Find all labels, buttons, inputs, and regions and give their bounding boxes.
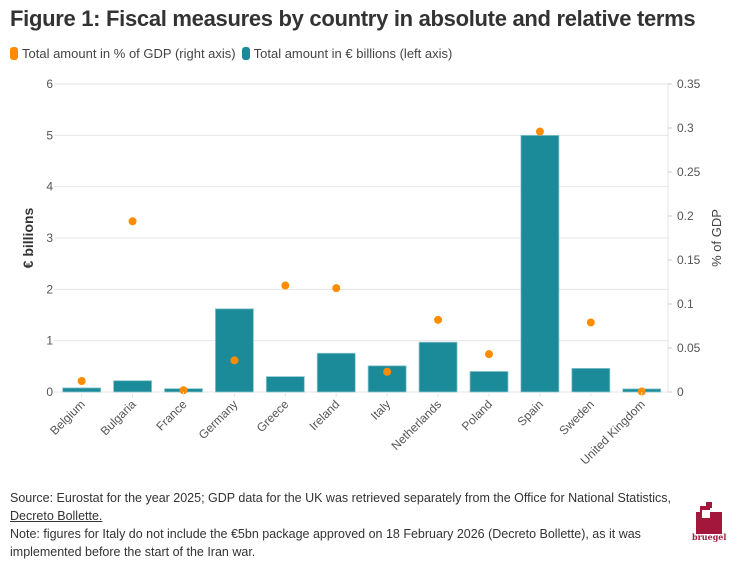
right-tick-label: 0.25 (677, 165, 701, 179)
left-tick-label: 5 (46, 128, 53, 142)
right-tick-label: 0.15 (677, 253, 701, 267)
logo-text: bruegel (692, 532, 727, 542)
right-tick-label: 0.35 (677, 77, 701, 91)
source-link[interactable]: Decreto Bollette. (10, 509, 103, 523)
right-tick-label: 0 (677, 385, 684, 399)
dots (77, 127, 646, 396)
dot-spain (535, 127, 544, 136)
bar-poland (469, 371, 509, 393)
footer: Source: Eurostat for the year 2025; GDP … (10, 489, 680, 561)
right-tick-label: 0.05 (677, 341, 701, 355)
note-text: Note: figures for Italy do not include t… (10, 527, 641, 559)
bar-greece (265, 376, 305, 393)
left-tick-label: 6 (46, 77, 53, 91)
right-tick-label: 0.2 (677, 209, 694, 223)
x-tick-label: Sweden (556, 397, 597, 438)
dot-sweden (586, 318, 595, 327)
left-tick-label: 0 (46, 385, 53, 399)
dot-germany (230, 356, 239, 365)
dot-ireland (332, 284, 341, 293)
gridlines (57, 83, 668, 393)
legend-label-gdp: Total amount in % of GDP (right axis) (22, 46, 236, 61)
left-tick-label: 3 (46, 231, 53, 245)
chart-title: Figure 1: Fiscal measures by country in … (10, 6, 696, 31)
dot-netherlands (434, 315, 443, 324)
x-tick-label: France (153, 397, 190, 434)
x-tick-label: Netherlands (389, 397, 445, 453)
right-tick-label: 0.1 (677, 297, 694, 311)
right-axis-ticks: 0 0.05 0.1 0.15 0.2 0.25 0.3 0.35 (667, 77, 701, 399)
bar-sweden (571, 367, 611, 393)
legend-swatch-gdp (10, 47, 18, 60)
y-axis-label-right: % of GDP (709, 209, 724, 267)
legend-swatch-billions (241, 47, 250, 60)
dot-poland (484, 350, 493, 359)
right-tick-label: 0.3 (677, 121, 694, 135)
x-tick-label: Italy (368, 397, 393, 422)
bar-ireland (316, 352, 356, 393)
x-tick-label: Ireland (307, 397, 343, 433)
left-tick-label: 1 (46, 334, 53, 348)
dot-belgium (77, 377, 86, 385)
dot-bulgaria (128, 217, 137, 226)
legend-item-billions[interactable]: Total amount in € billions (left axis) (241, 46, 453, 61)
x-axis-ticks: Belgium Bulgaria France Germany Greece Irelan… (47, 392, 648, 468)
bar-netherlands (418, 341, 458, 393)
x-tick-label: Greece (254, 397, 292, 435)
bar-belgium (62, 387, 102, 393)
left-axis-ticks: 0 1 2 3 4 5 6 (46, 77, 57, 399)
y-axis-label-left: € billions (20, 207, 36, 268)
bar-germany (215, 308, 254, 393)
legend-item-gdp[interactable]: Total amount in % of GDP (right axis) (10, 46, 236, 61)
bars (62, 134, 662, 393)
left-tick-label: 2 (46, 282, 53, 296)
dot-united-kingdom (637, 387, 646, 396)
bar-spain (520, 134, 560, 393)
source-text: Source: Eurostat for the year 2025; GDP … (10, 491, 671, 505)
legend-label-billions: Total amount in € billions (left axis) (253, 46, 453, 61)
dot-france (179, 386, 188, 395)
dot-italy (383, 367, 392, 376)
x-tick-label: Germany (196, 397, 241, 442)
chart-area: 0 1 2 3 4 5 6 0 0.05 0.1 0.15 0.2 0.25 0.3 0.35 Belgi… (20, 77, 724, 468)
bar-bulgaria (113, 380, 152, 393)
left-tick-label: 4 (46, 180, 53, 194)
dot-greece (281, 281, 290, 290)
legend: Total amount in % of GDP (right axis) To… (10, 46, 458, 61)
x-tick-label: Bulgaria (98, 397, 139, 438)
x-tick-label: Spain (514, 397, 546, 429)
x-tick-label: Poland (459, 397, 495, 433)
x-tick-label: Belgium (47, 397, 88, 438)
bruegel-logo-icon (696, 502, 722, 534)
